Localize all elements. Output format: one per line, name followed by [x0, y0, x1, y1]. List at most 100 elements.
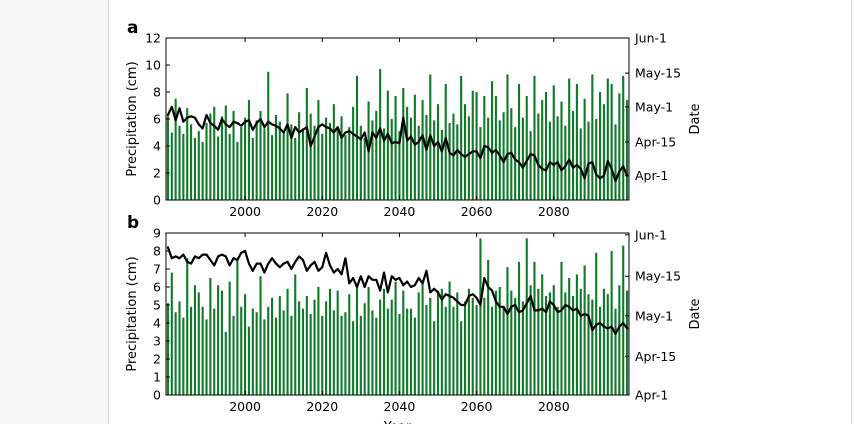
precip-bar-a-2044	[413, 94, 416, 200]
precip-bar-b-1984	[182, 317, 185, 395]
precip-bar-b-2066	[498, 287, 501, 395]
precip-bar-b-1985	[186, 258, 189, 395]
precip-bar-a-2076	[537, 113, 540, 200]
precip-bar-a-2078	[544, 92, 548, 200]
precip-bar-b-1987	[193, 285, 196, 395]
precip-bar-a-2024	[336, 129, 339, 200]
precip-bar-b-2067	[502, 306, 505, 395]
precip-bar-a-2039	[394, 96, 397, 200]
precip-bar-b-1980	[166, 303, 169, 395]
x-tick-label-b-2040: 2040	[384, 399, 416, 414]
precip-bar-a-2096	[614, 124, 617, 200]
precip-bar-b-2021	[325, 301, 328, 395]
precip-bar-b-2010	[282, 310, 285, 395]
date-line-a	[166, 105, 629, 183]
precip-bar-b-2076	[537, 288, 540, 395]
precip-bar-a-2054	[452, 113, 455, 200]
precip-bar-b-2025	[340, 315, 343, 395]
precip-bar-b-2048	[429, 297, 432, 395]
precip-bar-a-2011	[286, 93, 289, 200]
y2-tick-label-a-May-15: May-15	[635, 66, 681, 81]
precip-bar-b-1994	[220, 290, 223, 395]
y2-tick-label-b-Apr-15: Apr-15	[635, 349, 676, 364]
x-tick-label-a-2060: 2060	[461, 204, 493, 219]
precip-bar-a-2088	[583, 98, 586, 200]
precip-bar-b-2046	[421, 283, 424, 395]
y-tick-label-b-5: 5	[153, 298, 161, 313]
precip-bar-b-2078	[544, 296, 548, 395]
precip-bar-b-2013	[294, 274, 297, 395]
precip-bar-a-2092	[599, 92, 602, 200]
y-axis-label-a: Precipitation (cm)	[125, 61, 140, 176]
y-tick-label-b-1: 1	[153, 370, 161, 385]
precip-bar-a-2050	[436, 104, 440, 200]
precip-bar-a-2004	[259, 110, 262, 200]
y-tick-label-b-0: 0	[153, 388, 161, 403]
precip-bar-a-2081	[556, 116, 559, 200]
precip-bar-b-2054	[452, 306, 455, 395]
precip-bar-b-2077	[541, 274, 544, 395]
precip-bar-a-1989	[201, 141, 204, 200]
precip-bar-a-2060	[475, 92, 478, 200]
x-tick-label-b-2080: 2080	[538, 399, 570, 414]
x-tick-label-b-2000: 2000	[229, 399, 261, 414]
precip-bar-b-2003	[255, 312, 258, 395]
precip-bar-a-2042	[406, 106, 409, 200]
precip-bar-a-2087	[579, 128, 582, 200]
precip-bar-a-2014	[298, 112, 301, 200]
precip-bar-a-2021	[325, 117, 328, 200]
precip-bar-b-2043	[409, 308, 413, 395]
precip-bar-b-2023	[332, 310, 335, 395]
x-tick-label-a-2020: 2020	[306, 204, 338, 219]
precip-bar-a-2097	[618, 93, 621, 200]
precip-bar-a-2061	[479, 127, 482, 200]
precip-bar-b-2069	[510, 290, 513, 395]
precip-bar-b-2006	[267, 306, 270, 395]
precip-bar-b-2015	[301, 308, 305, 395]
precip-bar-b-2002	[251, 308, 254, 395]
precip-bar-a-1995	[224, 105, 227, 200]
precip-bar-a-2019	[317, 100, 320, 200]
precip-bar-a-2001	[247, 100, 251, 200]
precip-bar-b-2073	[525, 238, 528, 395]
precip-bar-b-2096	[614, 308, 617, 395]
precip-bar-b-2038	[390, 299, 393, 395]
precip-bar-a-2006	[267, 71, 270, 200]
precip-bar-a-2084	[568, 78, 571, 200]
precip-bar-a-2029	[355, 75, 359, 200]
precip-bar-a-2099	[626, 100, 629, 200]
precip-bar-b-2081	[556, 306, 559, 395]
precip-bar-b-2019	[317, 287, 320, 395]
precip-bar-a-2056	[460, 75, 463, 200]
precip-bar-a-2074	[529, 131, 532, 200]
precip-bar-b-2097	[618, 285, 621, 395]
precip-bar-b-2079	[548, 292, 551, 395]
precip-bar-b-2075	[533, 261, 536, 395]
precip-bar-a-2094	[606, 78, 609, 200]
y-tick-label-b-3: 3	[153, 334, 161, 349]
precip-bar-a-1999	[240, 127, 243, 200]
precip-bar-b-2040	[398, 314, 401, 395]
precip-bar-a-2068	[506, 74, 509, 200]
precip-bar-b-2068	[506, 267, 509, 395]
precip-bar-b-2074	[529, 285, 532, 395]
precip-bar-a-2018	[313, 125, 316, 200]
precip-bar-b-2056	[460, 321, 463, 395]
precip-bar-a-2080	[552, 85, 555, 200]
precip-bar-a-2033	[371, 120, 374, 200]
y-tick-label-a-10: 10	[145, 58, 161, 73]
precip-bar-b-2088	[583, 265, 586, 395]
y-tick-label-a-8: 8	[153, 85, 161, 100]
precip-bar-a-2037	[386, 90, 389, 200]
x-axis-label-b: Year	[383, 420, 412, 424]
precip-bar-a-2059	[471, 90, 474, 200]
precip-bar-b-1992	[213, 308, 216, 395]
precip-bar-b-1990	[205, 319, 208, 395]
precip-bar-b-1989	[201, 306, 204, 395]
precip-bar-a-2028	[352, 106, 355, 200]
y-tick-label-a-2: 2	[153, 166, 161, 181]
precip-bar-a-1992	[213, 106, 216, 200]
y2-tick-label-a-Apr-15: Apr-15	[635, 134, 676, 149]
precip-bar-a-2009	[278, 121, 281, 200]
